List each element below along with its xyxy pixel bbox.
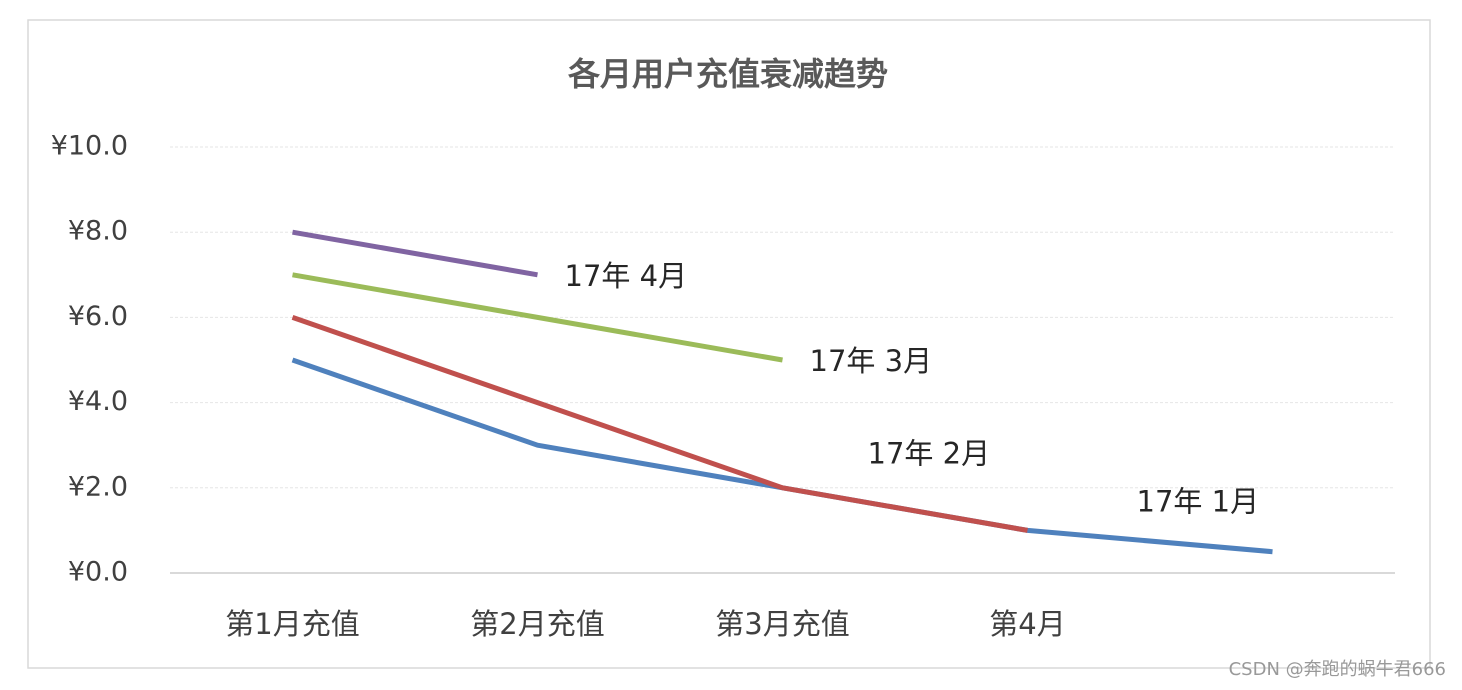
- series-line: [291, 315, 1028, 533]
- series-label: 17年 4月: [565, 259, 688, 293]
- series-line: [292, 229, 538, 278]
- y-tick-label: ¥4.0: [68, 386, 128, 417]
- y-tick-label: ¥0.0: [68, 557, 128, 588]
- y-tick-label: ¥8.0: [68, 216, 128, 247]
- chart-title: 各月用户充值衰减趋势: [568, 55, 888, 93]
- watermark: CSDN @奔跑的蜗牛君666: [1229, 659, 1446, 680]
- x-tick-label: 第2月充值: [470, 607, 604, 641]
- series-label: 17年 2月: [868, 436, 991, 470]
- chart-frame: [27, 19, 1431, 669]
- series-line: [292, 272, 783, 363]
- x-tick-label: 第4月: [989, 607, 1065, 641]
- y-tick-label: ¥6.0: [68, 301, 128, 332]
- series-label: 17年 1月: [1137, 485, 1260, 519]
- x-tick-label: 第3月充值: [715, 607, 849, 641]
- x-tick-label: 第1月充值: [225, 607, 359, 641]
- y-tick-label: ¥2.0: [68, 471, 128, 502]
- series-label: 17年 3月: [810, 344, 933, 378]
- y-tick-label: ¥10.0: [51, 131, 128, 162]
